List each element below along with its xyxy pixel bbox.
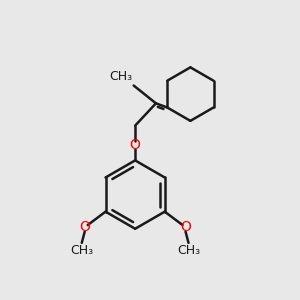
Text: CH₃: CH₃: [177, 244, 200, 257]
Text: CH₃: CH₃: [109, 70, 132, 83]
Text: O: O: [180, 220, 191, 233]
Text: O: O: [79, 220, 90, 233]
Text: O: O: [130, 138, 141, 152]
Text: CH₃: CH₃: [70, 244, 93, 257]
